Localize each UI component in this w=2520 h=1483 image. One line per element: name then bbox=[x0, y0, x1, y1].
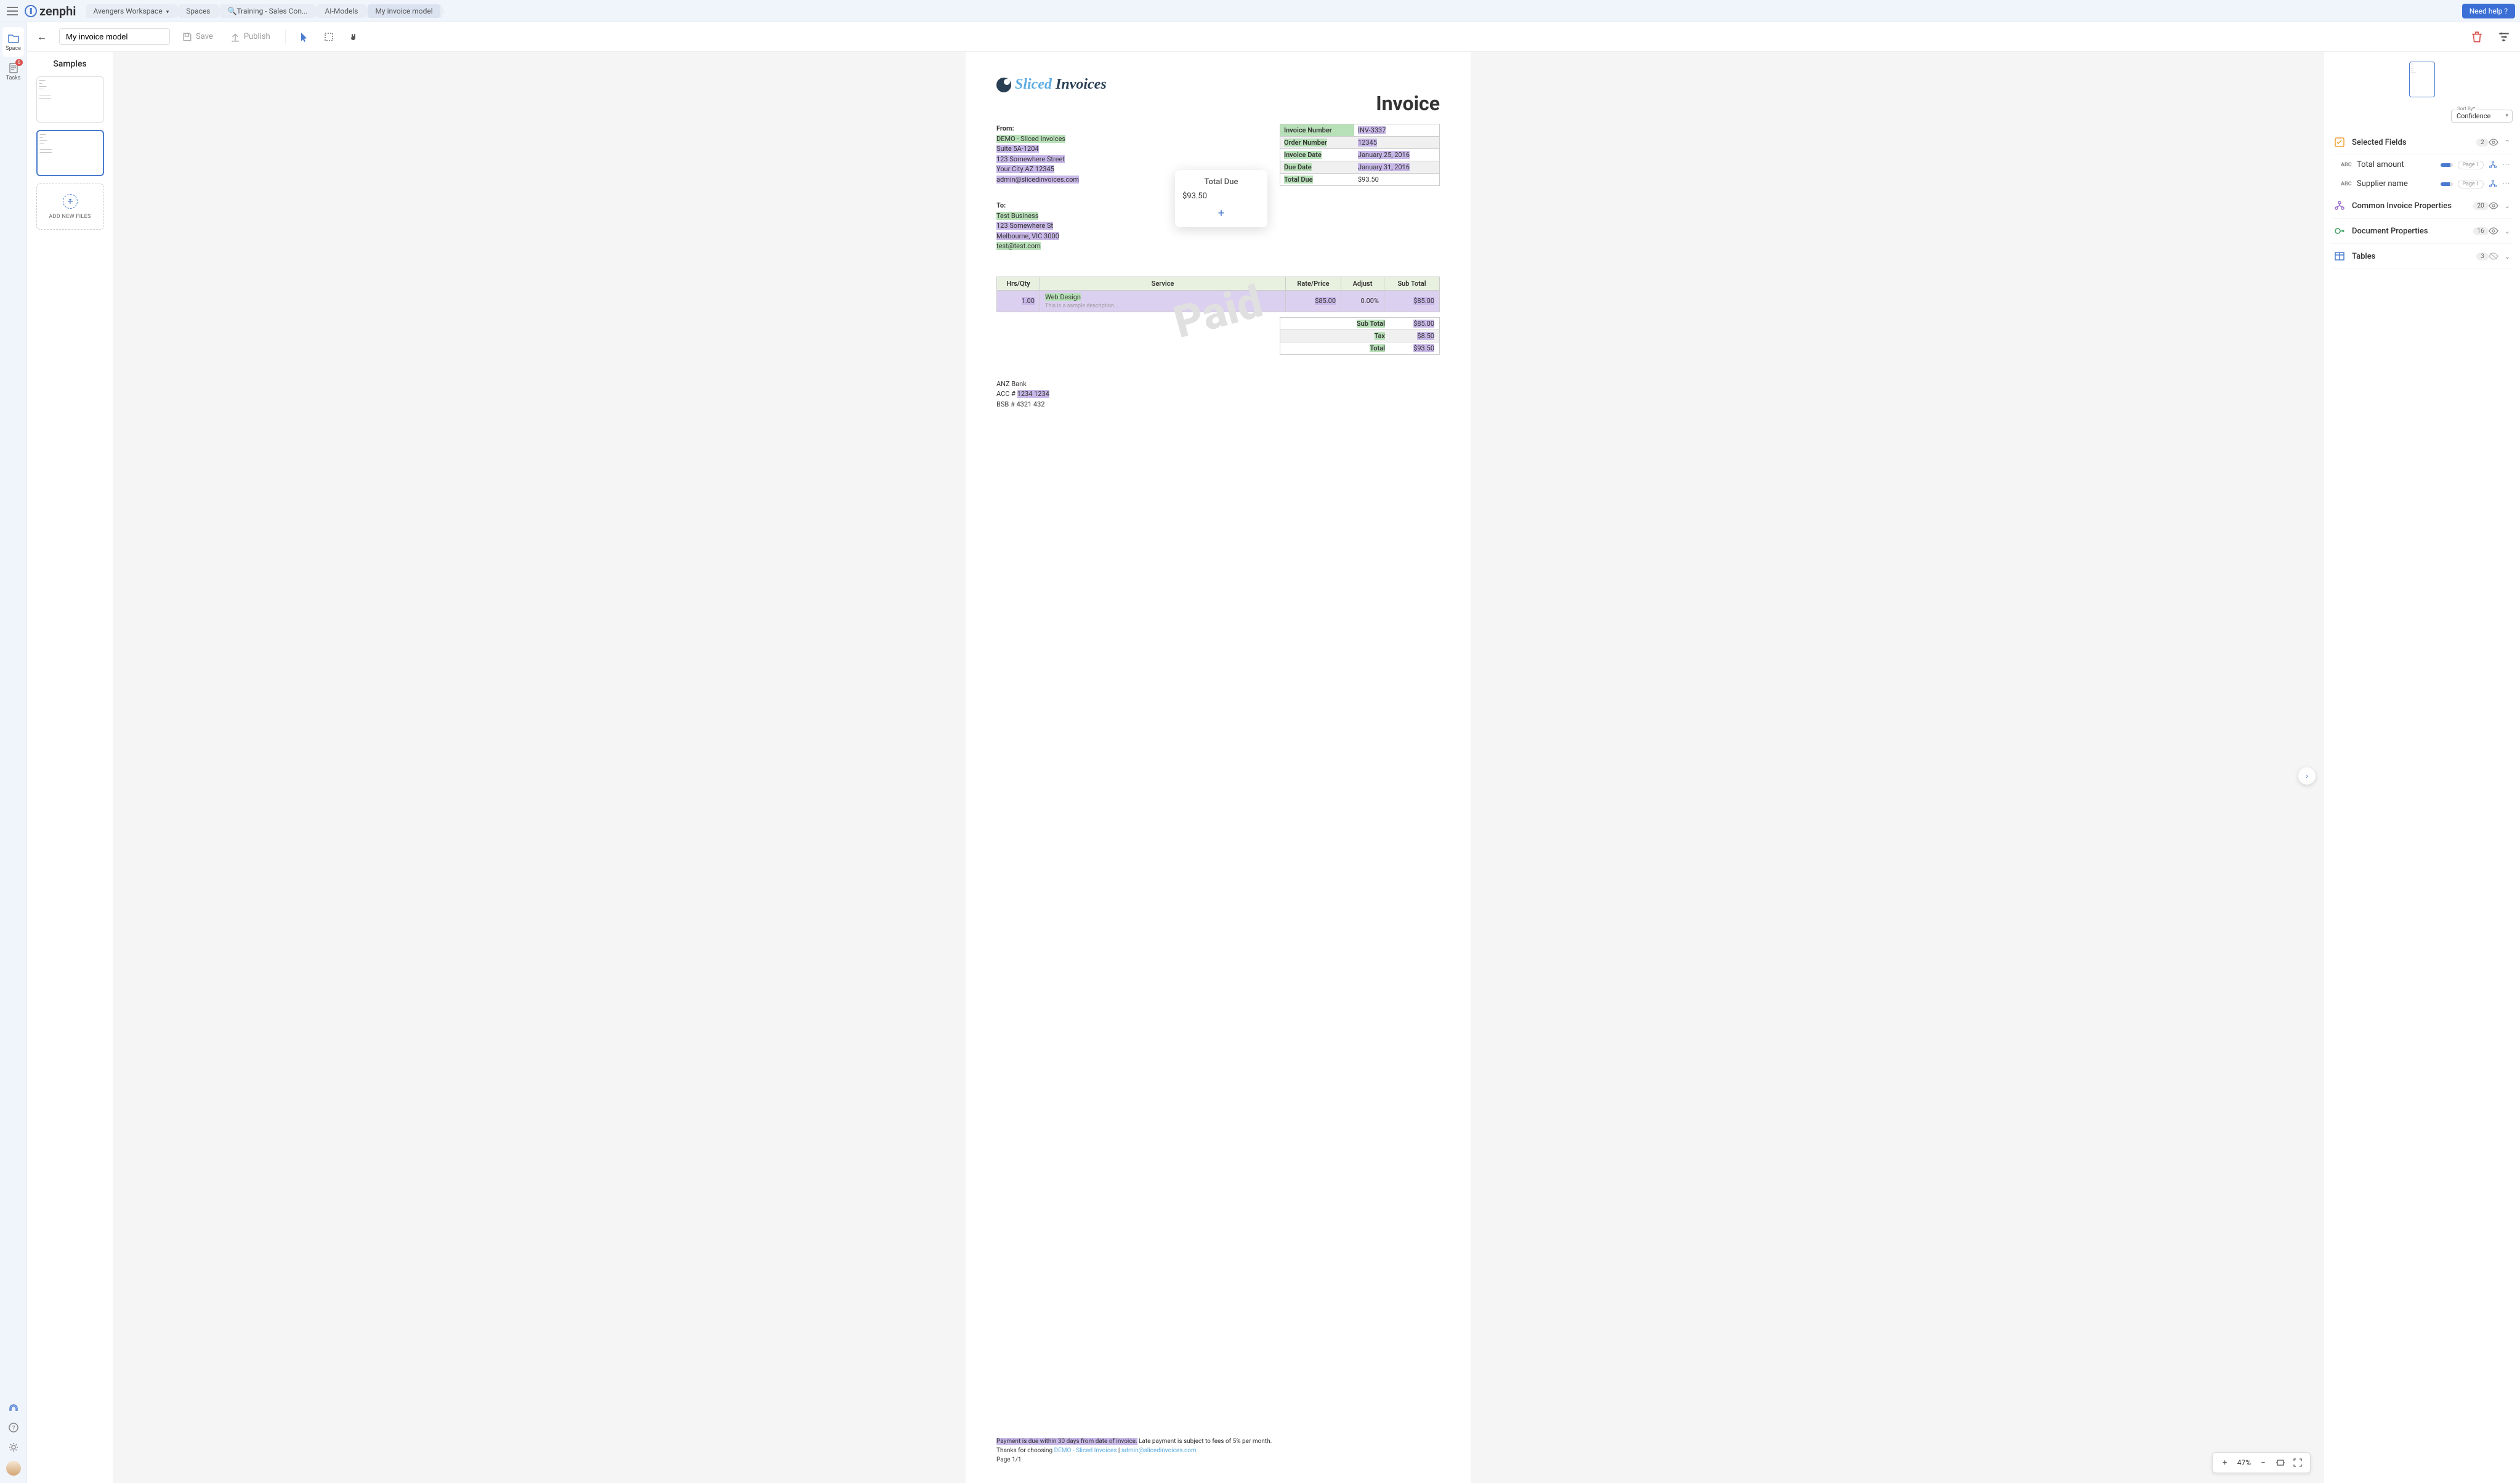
visibility-icon[interactable] bbox=[2489, 226, 2498, 236]
chevron-down-icon[interactable]: ⌄ bbox=[2505, 227, 2510, 235]
canvas[interactable]: SlicedInvoices Invoice From: DEMO - Slic… bbox=[113, 52, 2323, 1483]
section-title: Selected Fields bbox=[2352, 138, 2473, 147]
hand-tool[interactable] bbox=[345, 28, 362, 46]
hierarchy-icon[interactable] bbox=[2489, 160, 2497, 169]
save-button[interactable]: Save bbox=[177, 30, 218, 44]
section-common-props[interactable]: Common Invoice Properties 20 ⌄ bbox=[2331, 193, 2513, 219]
sort-select[interactable]: Sort By* Confidence bbox=[2451, 110, 2513, 123]
samples-panel: Samples ━━━━━━━━━━━━━━━━━━━━━━━━━━━━━━ ━… bbox=[27, 52, 113, 1483]
brand-text: zenphi bbox=[39, 4, 76, 18]
back-button[interactable]: ← bbox=[37, 31, 52, 43]
invoice-footer: Payment is due within 30 days from date … bbox=[996, 1437, 1440, 1465]
crumb-spaces[interactable]: Spaces bbox=[179, 4, 217, 18]
invoice-logo: SlicedInvoices bbox=[996, 76, 1440, 93]
pointer-tool[interactable] bbox=[296, 28, 313, 46]
zoom-in-button[interactable]: + bbox=[2218, 1455, 2232, 1470]
doc-props-icon bbox=[2333, 225, 2346, 237]
add-files-button[interactable]: ADD NEW FILES bbox=[36, 184, 104, 230]
invoice-meta-table: Invoice NumberINV-3337 Order Number12345… bbox=[1280, 124, 1440, 186]
confidence-bar bbox=[2441, 163, 2453, 167]
document-page[interactable]: SlicedInvoices Invoice From: DEMO - Slic… bbox=[966, 52, 1471, 1483]
visibility-icon[interactable] bbox=[2489, 137, 2498, 147]
fullscreen-button[interactable] bbox=[2290, 1455, 2305, 1470]
help-button[interactable]: Need help ? bbox=[2462, 4, 2515, 18]
samples-title: Samples bbox=[53, 59, 86, 69]
selected-fields-icon bbox=[2333, 136, 2346, 148]
from-block: From: DEMO - Sliced Invoices Suite 5A-12… bbox=[996, 124, 1120, 186]
fit-width-button[interactable] bbox=[2273, 1455, 2288, 1470]
add-files-label: ADD NEW FILES bbox=[49, 214, 91, 220]
section-doc-props[interactable]: Document Properties 16 ⌄ bbox=[2331, 219, 2513, 244]
section-selected-fields[interactable]: Selected Fields 2 ⌃ bbox=[2331, 130, 2513, 155]
menu-button[interactable] bbox=[5, 4, 20, 18]
rail-space[interactable]: Space bbox=[2, 27, 24, 57]
publish-icon bbox=[230, 32, 240, 42]
popup-value: $93.50 bbox=[1182, 192, 1260, 201]
crumb-workspace[interactable]: Avengers Workspace bbox=[86, 4, 177, 18]
more-icon[interactable]: ⋯ bbox=[2502, 179, 2510, 188]
zoom-controls: + 47% − bbox=[2212, 1452, 2311, 1473]
save-icon bbox=[182, 32, 192, 42]
field-popup: Total Due $93.50 + bbox=[1175, 170, 1267, 227]
crumb-current[interactable]: My invoice model bbox=[368, 4, 440, 18]
settings-icon[interactable] bbox=[7, 1441, 20, 1453]
line-items-table: Hrs/Qty Service Rate/Price Adjust Sub To… bbox=[996, 277, 1440, 312]
headset-icon[interactable] bbox=[7, 1402, 20, 1414]
more-icon[interactable]: ⋯ bbox=[2502, 160, 2510, 169]
folder-icon bbox=[7, 32, 20, 44]
chevron-down-icon[interactable]: ⌄ bbox=[2505, 253, 2510, 261]
breadcrumb: Avengers Workspace Spaces 🔍 Training - S… bbox=[86, 4, 2462, 18]
totals-table: Sub Total$85.00 Tax$8.50 Total$93.50 bbox=[1280, 317, 1440, 355]
rail-space-label: Space bbox=[6, 46, 21, 52]
help-icon[interactable]: ? bbox=[7, 1421, 20, 1434]
brand-logo[interactable]: zenphi bbox=[25, 4, 76, 18]
rail-tasks-label: Tasks bbox=[6, 75, 21, 81]
rail-tasks[interactable]: 6 Tasks bbox=[0, 57, 26, 86]
model-title-input[interactable] bbox=[59, 28, 170, 45]
svg-text:?: ? bbox=[12, 1425, 15, 1432]
chevron-up-icon[interactable]: ⌃ bbox=[2505, 139, 2510, 147]
popup-add-button[interactable]: + bbox=[1182, 207, 1260, 220]
topbar: zenphi Avengers Workspace Spaces 🔍 Train… bbox=[0, 0, 2520, 22]
page-minimap[interactable]: ━━━━━━━━━━━━━ bbox=[2409, 62, 2435, 97]
add-icon bbox=[63, 194, 78, 209]
next-page-button[interactable]: › bbox=[2298, 767, 2316, 785]
zoom-out-button[interactable]: − bbox=[2256, 1455, 2271, 1470]
left-rail: Space 6 Tasks ? bbox=[0, 22, 27, 1483]
filter-icon[interactable] bbox=[2498, 31, 2510, 43]
right-panel: ━━━━━━━━━━━━━ Sort By* Confidence Select… bbox=[2323, 52, 2520, 1483]
popup-title: Total Due bbox=[1182, 177, 1260, 187]
visibility-off-icon[interactable] bbox=[2489, 251, 2498, 261]
crumb-training[interactable]: 🔍 Training - Sales Con... bbox=[220, 4, 315, 18]
field-total-amount[interactable]: ABC Total amount Page 1 ⋯ bbox=[2331, 155, 2513, 174]
sample-thumb-2[interactable]: ━━━━━━━━━━━━━━━━━━━━━━━━━━━━━━ bbox=[36, 130, 104, 176]
publish-button[interactable]: Publish bbox=[225, 30, 275, 44]
sample-thumb-1[interactable]: ━━━━━━━━━━━━━━━━━━━━━━━━━━━━━━ bbox=[36, 76, 104, 123]
hierarchy-icon[interactable] bbox=[2489, 179, 2497, 188]
zoom-value: 47% bbox=[2235, 1458, 2253, 1467]
delete-icon[interactable] bbox=[2471, 31, 2483, 43]
visibility-icon[interactable] bbox=[2489, 201, 2498, 211]
bank-details: ANZ Bank ACC # 1234 1234 BSB # 4321 432 bbox=[996, 379, 1440, 410]
select-tool[interactable] bbox=[320, 28, 337, 46]
crumb-aimodels[interactable]: AI-Models bbox=[317, 4, 365, 18]
field-supplier-name[interactable]: ABC Supplier name Page 1 ⋯ bbox=[2331, 174, 2513, 193]
tasks-badge: 6 bbox=[15, 59, 23, 66]
section-tables[interactable]: Tables 3 ⌄ bbox=[2331, 244, 2513, 269]
tables-icon bbox=[2333, 250, 2346, 262]
pie-icon bbox=[996, 78, 1011, 92]
to-block: To: Test Business 123 Somewhere St Melbo… bbox=[996, 201, 1120, 252]
user-avatar[interactable] bbox=[6, 1461, 21, 1476]
logo-icon bbox=[25, 5, 37, 17]
confidence-bar bbox=[2441, 182, 2453, 186]
common-props-icon bbox=[2333, 200, 2346, 212]
toolbar: ← Save Publish bbox=[27, 22, 2520, 52]
invoice-title: Invoice bbox=[1376, 92, 1440, 115]
chevron-down-icon[interactable]: ⌄ bbox=[2505, 202, 2510, 210]
